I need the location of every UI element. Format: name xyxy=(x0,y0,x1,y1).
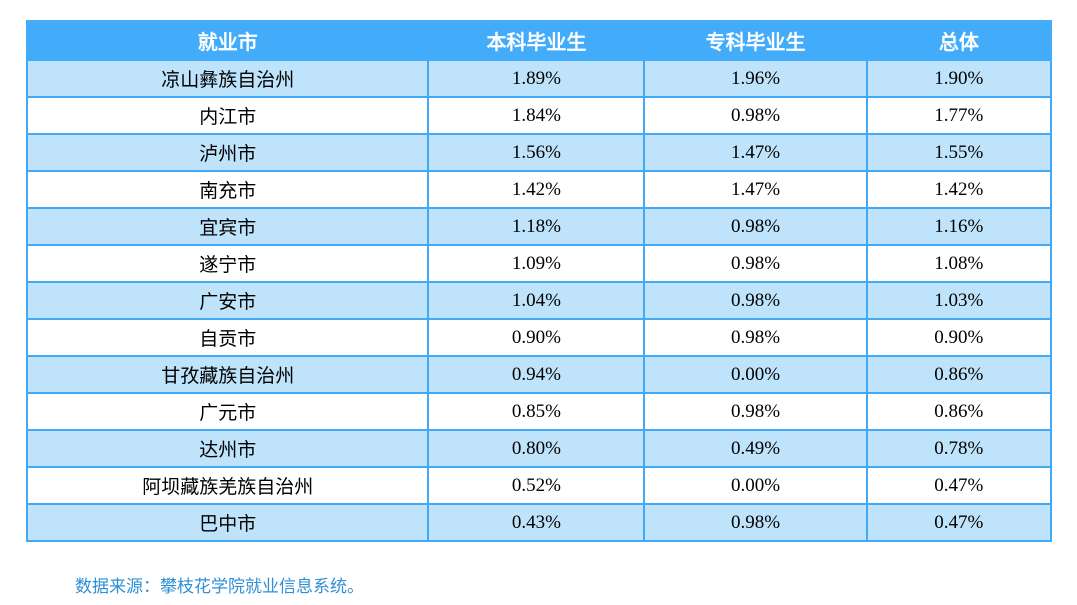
college-cell: 0.98% xyxy=(643,318,868,357)
undergrad-cell: 0.52% xyxy=(427,466,646,505)
undergrad-cell: 1.84% xyxy=(427,96,646,135)
undergrad-cell: 1.56% xyxy=(427,133,646,172)
college-cell: 0.00% xyxy=(643,355,868,394)
data-source-note: 数据来源：攀枝花学院就业信息系统。 xyxy=(75,577,364,596)
college-cell: 1.47% xyxy=(643,170,868,209)
city-cell: 甘孜藏族自治州 xyxy=(25,355,430,394)
table-row: 甘孜藏族自治州 0.94% 0.00% 0.86% xyxy=(25,355,1053,394)
college-cell: 0.98% xyxy=(643,503,868,542)
col-header-city: 就业市 xyxy=(25,20,430,61)
undergrad-cell: 0.43% xyxy=(427,503,646,542)
undergrad-cell: 0.80% xyxy=(427,429,646,468)
overall-cell: 0.86% xyxy=(865,355,1053,394)
table-row: 巴中市 0.43% 0.98% 0.47% xyxy=(25,503,1053,542)
college-cell: 0.98% xyxy=(643,244,868,283)
overall-cell: 0.47% xyxy=(865,503,1053,542)
table-row: 遂宁市 1.09% 0.98% 1.08% xyxy=(25,244,1053,283)
city-cell: 南充市 xyxy=(25,170,430,209)
city-cell: 阿坝藏族羌族自治州 xyxy=(25,466,430,505)
overall-cell: 1.90% xyxy=(865,59,1053,98)
overall-cell: 1.03% xyxy=(865,281,1053,320)
college-cell: 0.98% xyxy=(643,392,868,431)
college-cell: 0.98% xyxy=(643,281,868,320)
undergrad-cell: 1.42% xyxy=(427,170,646,209)
table-row: 达州市 0.80% 0.49% 0.78% xyxy=(25,429,1053,468)
undergrad-cell: 0.90% xyxy=(427,318,646,357)
city-cell: 广安市 xyxy=(25,281,430,320)
city-cell: 凉山彝族自治州 xyxy=(25,59,430,98)
table-row: 自贡市 0.90% 0.98% 0.90% xyxy=(25,318,1053,357)
table-row: 内江市 1.84% 0.98% 1.77% xyxy=(25,96,1053,135)
col-header-overall: 总体 xyxy=(865,20,1053,61)
employment-city-table: 就业市 本科毕业生 专科毕业生 总体 凉山彝族自治州 1.89% 1.96% 1.90… xyxy=(25,20,1053,542)
city-cell: 自贡市 xyxy=(25,318,430,357)
overall-cell: 1.77% xyxy=(865,96,1053,135)
overall-cell: 1.42% xyxy=(865,170,1053,209)
undergrad-cell: 1.04% xyxy=(427,281,646,320)
city-cell: 内江市 xyxy=(25,96,430,135)
city-cell: 泸州市 xyxy=(25,133,430,172)
overall-cell: 0.86% xyxy=(865,392,1053,431)
table-row: 南充市 1.42% 1.47% 1.42% xyxy=(25,170,1053,209)
college-cell: 1.96% xyxy=(643,59,868,98)
college-cell: 1.47% xyxy=(643,133,868,172)
header-row: 就业市 本科毕业生 专科毕业生 总体 xyxy=(25,20,1053,61)
overall-cell: 1.55% xyxy=(865,133,1053,172)
col-header-undergrad: 本科毕业生 xyxy=(427,20,646,61)
college-cell: 0.49% xyxy=(643,429,868,468)
undergrad-cell: 0.94% xyxy=(427,355,646,394)
table-row: 泸州市 1.56% 1.47% 1.55% xyxy=(25,133,1053,172)
table-row: 宜宾市 1.18% 0.98% 1.16% xyxy=(25,207,1053,246)
city-cell: 遂宁市 xyxy=(25,244,430,283)
overall-cell: 1.16% xyxy=(865,207,1053,246)
city-cell: 达州市 xyxy=(25,429,430,468)
table-row: 凉山彝族自治州 1.89% 1.96% 1.90% xyxy=(25,59,1053,98)
college-cell: 0.98% xyxy=(643,96,868,135)
city-cell: 宜宾市 xyxy=(25,207,430,246)
table-row: 广安市 1.04% 0.98% 1.03% xyxy=(25,281,1053,320)
undergrad-cell: 1.09% xyxy=(427,244,646,283)
overall-cell: 0.90% xyxy=(865,318,1053,357)
col-header-college: 专科毕业生 xyxy=(643,20,868,61)
undergrad-cell: 1.89% xyxy=(427,59,646,98)
overall-cell: 0.78% xyxy=(865,429,1053,468)
city-cell: 巴中市 xyxy=(25,503,430,542)
college-cell: 0.00% xyxy=(643,466,868,505)
city-cell: 广元市 xyxy=(25,392,430,431)
undergrad-cell: 1.18% xyxy=(427,207,646,246)
undergrad-cell: 0.85% xyxy=(427,392,646,431)
table-row: 阿坝藏族羌族自治州 0.52% 0.00% 0.47% xyxy=(25,466,1053,505)
table-row: 广元市 0.85% 0.98% 0.86% xyxy=(25,392,1053,431)
overall-cell: 1.08% xyxy=(865,244,1053,283)
overall-cell: 0.47% xyxy=(865,466,1053,505)
college-cell: 0.98% xyxy=(643,207,868,246)
